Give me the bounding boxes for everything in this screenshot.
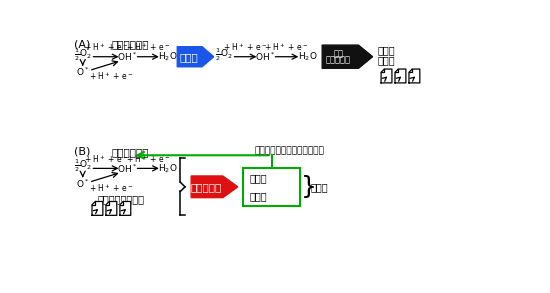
Text: $\frac{1}{2}$O$_2$: $\frac{1}{2}$O$_2$ — [215, 46, 233, 63]
Text: $\frac{1}{2}$O$_2$: $\frac{1}{2}$O$_2$ — [74, 46, 91, 63]
Text: O$^*$: O$^*$ — [76, 178, 90, 190]
Text: 簡単化: 簡単化 — [179, 52, 199, 62]
Polygon shape — [395, 69, 406, 83]
Text: + H$^+$ + e$^-$: + H$^+$ + e$^-$ — [89, 71, 134, 82]
Text: 実験・文献データ: 実験・文献データ — [98, 194, 145, 204]
Text: H$_2$O: H$_2$O — [298, 50, 317, 63]
Text: ・物性: ・物性 — [249, 173, 267, 183]
Text: 反応のモデル: 反応のモデル — [112, 39, 150, 49]
Text: $\frac{1}{2}$O$_2$: $\frac{1}{2}$O$_2$ — [74, 158, 91, 174]
Text: + H$^+$ + e$^-$: + H$^+$ + e$^-$ — [265, 41, 309, 53]
Text: OH$^*$: OH$^*$ — [255, 50, 275, 63]
Text: + H$^+$ + e$^-$: + H$^+$ + e$^-$ — [223, 41, 268, 53]
Polygon shape — [177, 47, 213, 67]
Text: OH$^*$: OH$^*$ — [117, 162, 137, 175]
Text: + H$^+$ + e$^-$: + H$^+$ + e$^-$ — [84, 41, 128, 53]
FancyBboxPatch shape — [243, 168, 300, 206]
Polygon shape — [92, 202, 103, 215]
Text: + H$^+$ + e$^-$: + H$^+$ + e$^-$ — [89, 182, 134, 194]
Text: + H$^+$ + e$^-$: + H$^+$ + e$^-$ — [125, 41, 170, 53]
Text: ・特性: ・特性 — [377, 56, 395, 66]
Text: H$_2$O: H$_2$O — [158, 162, 178, 175]
Text: (B): (B) — [74, 147, 91, 157]
Polygon shape — [409, 69, 420, 83]
Text: 解析: 解析 — [333, 49, 343, 58]
Text: データ同化: データ同化 — [190, 182, 222, 192]
Polygon shape — [191, 176, 238, 198]
Polygon shape — [106, 202, 117, 215]
Text: OH$^*$: OH$^*$ — [117, 50, 137, 63]
Polygon shape — [322, 45, 372, 68]
Text: ・物性: ・物性 — [377, 45, 395, 55]
Text: O$^*$: O$^*$ — [76, 66, 90, 78]
Text: ・特性: ・特性 — [249, 191, 267, 201]
Text: (A): (A) — [74, 39, 91, 49]
Text: + H$^+$ + e$^-$: + H$^+$ + e$^-$ — [125, 153, 170, 165]
Text: 実験データ: 実験データ — [326, 55, 351, 64]
Text: + H$^+$ + e$^-$: + H$^+$ + e$^-$ — [84, 153, 128, 165]
Polygon shape — [120, 202, 131, 215]
Text: 反応のモデル: 反応のモデル — [112, 147, 150, 157]
Text: }: } — [301, 175, 317, 199]
Text: H$_2$O: H$_2$O — [158, 50, 178, 63]
Polygon shape — [381, 69, 392, 83]
Text: モデルの頼当性検証・再構築: モデルの頼当性検証・再構築 — [255, 146, 324, 155]
Text: の推定: の推定 — [311, 182, 328, 192]
